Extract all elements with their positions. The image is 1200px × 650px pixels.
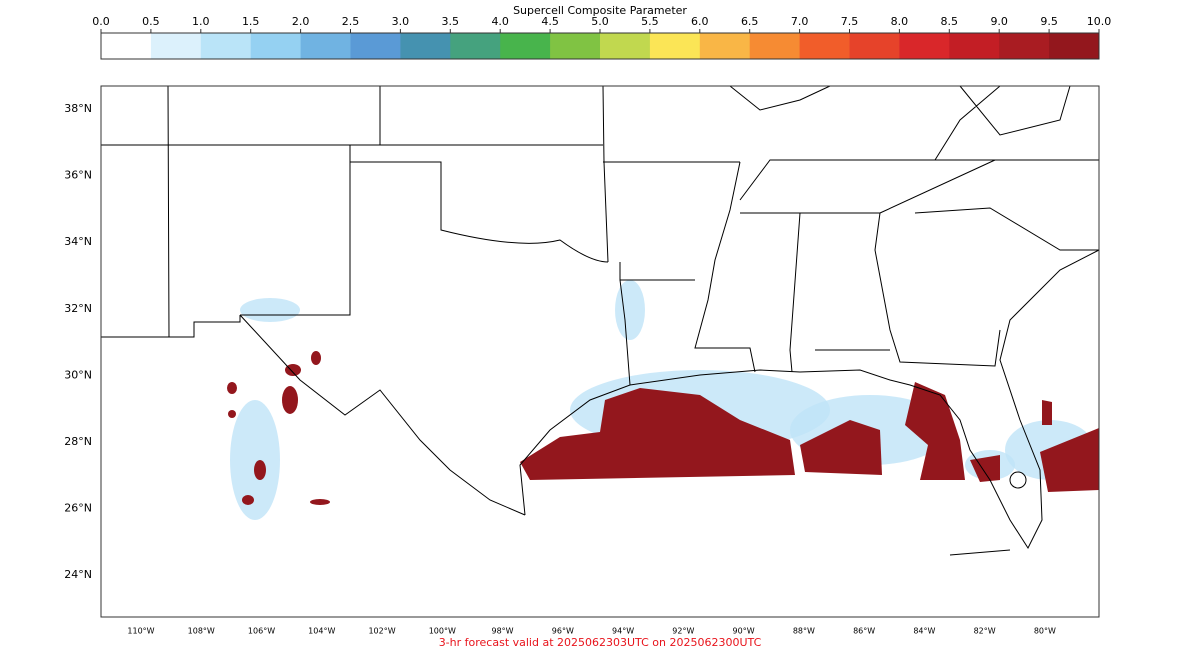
colorbar-tick-label: 1.0 (192, 15, 210, 28)
colorbar-tick-label: 5.0 (591, 15, 609, 28)
lat-label: 28°N (64, 435, 92, 448)
colorbar-frame (100, 32, 1100, 60)
colorbar-tick-label: 8.0 (891, 15, 909, 28)
lat-label: 32°N (64, 302, 92, 315)
field (227, 280, 1099, 520)
colorbar-tick-label: 6.5 (741, 15, 759, 28)
colorbar-bin (250, 33, 302, 59)
lon-label: 94°W (612, 627, 634, 636)
colorbar-bin (150, 33, 202, 59)
colorbar-bin (600, 33, 651, 59)
colorbar-bin (200, 33, 252, 59)
map-frame (100, 85, 1100, 618)
colorbar-bin (899, 33, 950, 59)
lat-label: 26°N (64, 502, 92, 515)
colorbar-tick-label: 4.0 (491, 15, 509, 28)
colorbar-bin (799, 33, 850, 59)
lon-label: 96°W (552, 627, 574, 636)
colorbar-tick-label: 1.5 (242, 15, 260, 28)
lon-label: 100°W (429, 627, 456, 636)
colorbar-bin (699, 33, 751, 59)
lat-label: 38°N (64, 102, 92, 115)
lon-label: 108°W (188, 627, 215, 636)
lon-label: 98°W (492, 627, 514, 636)
lat-label: 30°N (64, 368, 92, 381)
colorbar-tick-label: 2.0 (292, 15, 310, 28)
lat-label: 36°N (64, 169, 92, 182)
colorbar-bin (949, 33, 1000, 59)
lat-label: 24°N (64, 568, 92, 581)
colorbar-bin (999, 33, 1050, 59)
lon-label: 88°W (793, 627, 815, 636)
lon-label: 80°W (1034, 627, 1056, 636)
colorbar-tick-label: 6.0 (691, 15, 709, 28)
colorbar-tick-label: 0.0 (92, 15, 110, 28)
lon-label: 82°W (974, 627, 996, 636)
colorbar-tick-label: 9.5 (1040, 15, 1058, 28)
colorbar-bin (550, 33, 601, 59)
footer-caption: 3-hr forecast valid at 2025062303UTC on … (439, 636, 762, 649)
lon-label: 102°W (368, 627, 395, 636)
map: 38°N 36°N 34°N 32°N 30°N 28°N 26°N 24°N 110°W 108… (64, 85, 1100, 636)
lon-label: 110°W (127, 627, 154, 636)
colorbar-tick-label: 3.5 (442, 15, 460, 28)
colorbar-bin (300, 33, 351, 59)
lon-label: 84°W (913, 627, 935, 636)
lon-label: 106°W (248, 627, 275, 636)
colorbar-tick-label: 8.5 (941, 15, 959, 28)
colorbar-bin (450, 33, 501, 59)
colorbar-bin (749, 33, 801, 59)
colorbar-tick-label: 9.0 (990, 15, 1008, 28)
colorbar-tick-label: 3.0 (392, 15, 410, 28)
colorbar-bin (1049, 33, 1100, 59)
colorbar-tick-label: 7.5 (841, 15, 859, 28)
colorbar-bin (849, 33, 900, 59)
colorbar-tick-label: 10.0 (1087, 15, 1112, 28)
colorbar-bin (101, 33, 152, 59)
colorbar-tick-label: 5.5 (641, 15, 659, 28)
lon-label: 92°W (672, 627, 694, 636)
lon-label: 90°W (733, 627, 755, 636)
lon-label: 86°W (853, 627, 875, 636)
colorbar: 0.0 0.5 1.0 1.5 2.0 2.5 3.0 3.5 4.0 4.5 5.0 5.5 6.0 6… (92, 15, 1111, 59)
colorbar-tick-label: 7.0 (791, 15, 809, 28)
map-background (101, 86, 1099, 617)
colorbar-bin (350, 33, 401, 59)
lat-label: 34°N (64, 235, 92, 248)
colorbar-tick-label: 2.5 (342, 15, 360, 28)
colorbar-tick-label: 0.5 (142, 15, 160, 28)
graticule-labels: 38°N 36°N 34°N 32°N 30°N 28°N 26°N 24°N 110°W 108… (64, 102, 1056, 636)
colorbar-bin (400, 33, 451, 59)
lon-label: 104°W (308, 627, 335, 636)
colorbar-bin (649, 33, 701, 59)
colorbar-bin (500, 33, 551, 59)
colorbar-title: Supercell Composite Parameter (513, 4, 687, 17)
colorbar-tick-label: 4.5 (541, 15, 559, 28)
borders (101, 85, 1100, 556)
